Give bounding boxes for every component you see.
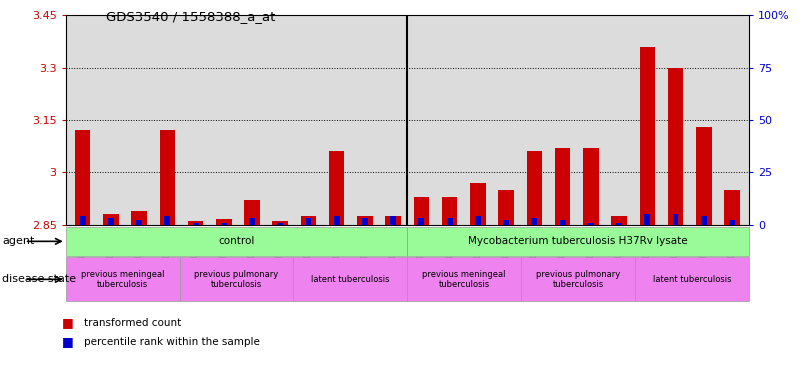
Bar — [385, 216, 401, 225]
Bar — [362, 218, 368, 225]
Bar — [447, 218, 453, 225]
Text: previous pulmonary
tuberculosis: previous pulmonary tuberculosis — [536, 270, 620, 289]
Bar — [526, 151, 542, 225]
Bar — [470, 183, 485, 225]
Bar — [334, 216, 340, 225]
Text: latent tuberculosis: latent tuberculosis — [311, 275, 389, 284]
Bar — [560, 220, 566, 225]
Text: control: control — [219, 236, 255, 247]
Bar — [475, 216, 481, 225]
Bar — [249, 218, 255, 225]
Bar — [583, 148, 598, 225]
Bar — [729, 220, 735, 225]
Bar — [701, 216, 706, 225]
Text: percentile rank within the sample: percentile rank within the sample — [84, 337, 260, 347]
Bar — [103, 214, 119, 225]
Bar — [555, 148, 570, 225]
Text: ■: ■ — [62, 316, 74, 329]
Bar — [179, 257, 293, 301]
Text: GDS3540 / 1558388_a_at: GDS3540 / 1558388_a_at — [106, 10, 275, 23]
Bar — [503, 220, 509, 225]
Bar — [300, 216, 316, 225]
Bar — [108, 218, 114, 225]
Text: previous meningeal
tuberculosis: previous meningeal tuberculosis — [422, 270, 506, 289]
Bar — [521, 257, 635, 301]
Bar — [216, 219, 231, 225]
Bar — [187, 221, 203, 225]
Bar — [329, 151, 344, 225]
Bar — [611, 216, 627, 225]
Bar — [79, 216, 86, 225]
Bar — [66, 227, 408, 256]
Bar — [442, 197, 457, 225]
Bar — [668, 68, 683, 225]
Text: Mycobacterium tuberculosis H37Rv lysate: Mycobacterium tuberculosis H37Rv lysate — [469, 236, 688, 247]
Bar — [131, 211, 147, 225]
Bar — [644, 214, 650, 225]
Bar — [408, 257, 521, 301]
Text: transformed count: transformed count — [84, 318, 181, 328]
Bar — [357, 216, 372, 225]
Bar — [293, 257, 407, 301]
Bar — [531, 218, 537, 225]
Bar — [724, 190, 740, 225]
Bar — [673, 214, 678, 225]
Bar — [221, 223, 227, 225]
Bar — [639, 47, 655, 225]
Bar — [418, 218, 425, 225]
Bar — [413, 197, 429, 225]
Bar — [588, 223, 594, 225]
Bar — [136, 220, 142, 225]
Bar — [390, 216, 396, 225]
Bar — [74, 131, 91, 225]
Bar — [498, 190, 514, 225]
Bar — [159, 131, 175, 225]
Text: latent tuberculosis: latent tuberculosis — [653, 275, 731, 284]
Text: previous pulmonary
tuberculosis: previous pulmonary tuberculosis — [195, 270, 279, 289]
Text: agent: agent — [2, 236, 34, 247]
Text: ■: ■ — [62, 335, 74, 348]
Bar — [277, 223, 284, 225]
Bar — [696, 127, 711, 225]
Bar — [616, 223, 622, 225]
Bar — [66, 257, 179, 301]
Bar — [244, 200, 260, 225]
Bar — [164, 216, 171, 225]
Bar — [272, 221, 288, 225]
Text: previous meningeal
tuberculosis: previous meningeal tuberculosis — [81, 270, 164, 289]
Bar — [635, 257, 749, 301]
Bar — [305, 218, 312, 225]
Bar — [408, 227, 749, 256]
Bar — [192, 223, 199, 225]
Text: disease state: disease state — [2, 274, 77, 285]
